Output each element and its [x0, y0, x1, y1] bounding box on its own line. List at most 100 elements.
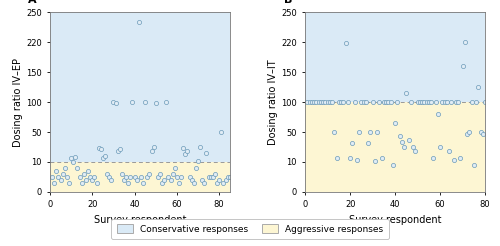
Point — [373, 130, 381, 134]
Point — [222, 178, 230, 182]
Point — [418, 100, 426, 104]
Point — [448, 100, 456, 104]
Point — [432, 100, 440, 104]
Point — [364, 141, 372, 145]
Point — [308, 100, 316, 104]
Point — [378, 156, 386, 160]
Point — [342, 41, 349, 45]
X-axis label: Survey respondent: Survey respondent — [349, 215, 442, 225]
Point — [389, 163, 397, 167]
Point — [481, 100, 489, 104]
Point — [130, 175, 138, 179]
Y-axis label: Dosing ratio IV–EP: Dosing ratio IV–EP — [13, 58, 23, 147]
Point — [128, 100, 136, 104]
Point — [346, 156, 354, 160]
X-axis label: Survey respondent: Survey respondent — [94, 215, 186, 225]
Point — [190, 181, 198, 185]
Point — [226, 175, 234, 179]
Point — [54, 175, 62, 179]
Point — [362, 100, 370, 104]
Point — [94, 146, 102, 150]
Point — [407, 100, 415, 104]
Point — [188, 178, 196, 182]
Legend: Conservative responses, Aggressive responses: Conservative responses, Aggressive respo… — [111, 219, 389, 239]
Point — [164, 175, 172, 179]
Point — [84, 169, 92, 173]
Point — [173, 175, 181, 179]
Point — [445, 149, 453, 153]
Point — [358, 100, 366, 104]
Point — [396, 134, 404, 138]
Point — [65, 181, 73, 185]
Point — [335, 100, 343, 104]
Point — [380, 100, 388, 104]
Point — [458, 64, 466, 68]
Point — [224, 175, 232, 179]
Point — [126, 175, 134, 179]
Point — [148, 149, 156, 153]
Point — [434, 112, 442, 116]
Point — [118, 172, 126, 176]
Point — [150, 145, 158, 149]
Point — [220, 181, 228, 185]
Point — [70, 160, 78, 164]
Point — [382, 100, 390, 104]
Point — [215, 178, 223, 182]
Point — [398, 140, 406, 144]
Point — [425, 100, 433, 104]
Point — [52, 169, 60, 173]
Point — [186, 175, 194, 179]
Point — [470, 163, 478, 167]
Point — [468, 100, 475, 104]
Point — [330, 130, 338, 134]
Point — [360, 100, 368, 104]
Point — [420, 100, 428, 104]
Point — [306, 100, 314, 104]
Point — [192, 166, 200, 170]
Point — [61, 166, 69, 170]
Bar — [50, 162, 230, 192]
Point — [384, 100, 392, 104]
Point — [476, 130, 484, 134]
Point — [310, 100, 318, 104]
Point — [92, 181, 100, 185]
Point — [112, 101, 120, 105]
Point — [211, 172, 219, 176]
Point — [371, 159, 379, 163]
Point — [90, 175, 98, 179]
Point — [322, 100, 330, 104]
Point — [366, 130, 374, 134]
Point — [141, 100, 149, 104]
Bar — [50, 12, 230, 162]
Point — [466, 130, 473, 134]
Point — [319, 100, 327, 104]
Point — [394, 100, 402, 104]
Point — [175, 181, 183, 185]
Point — [344, 100, 352, 104]
Point — [436, 145, 444, 149]
Point — [114, 149, 122, 153]
Point — [414, 100, 422, 104]
Point — [474, 85, 482, 89]
Point — [304, 100, 312, 104]
Point — [353, 158, 361, 162]
Point — [412, 149, 420, 153]
Point — [58, 172, 66, 176]
Point — [56, 178, 64, 182]
Point — [184, 149, 192, 153]
Point — [139, 181, 147, 185]
Point — [63, 175, 71, 179]
Point — [72, 155, 80, 159]
Point — [314, 100, 322, 104]
Point — [97, 147, 105, 151]
Point — [162, 100, 170, 104]
Point — [443, 100, 451, 104]
Point — [67, 156, 75, 160]
Point — [177, 175, 185, 179]
Point — [213, 181, 221, 185]
Text: B: B — [284, 0, 292, 5]
Point — [132, 178, 140, 182]
Point — [400, 145, 408, 149]
Point — [110, 100, 118, 104]
Point — [463, 132, 471, 136]
